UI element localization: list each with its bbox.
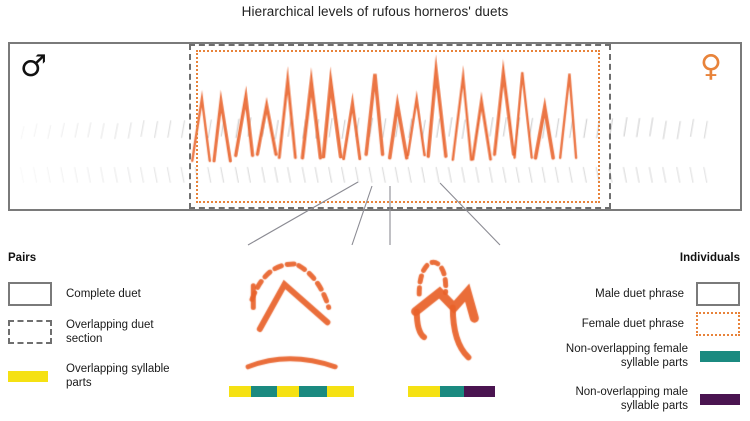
syllable-parts-bar-left — [229, 386, 354, 397]
syllable-detail-left — [226, 248, 356, 397]
legend-item-overlapping-duet-section: Overlapping duet section — [8, 318, 176, 346]
dotted-orange-box-icon — [696, 312, 740, 336]
main-spectrogram-canvas — [10, 44, 740, 209]
legend-item-male-duet-phrase: Male duet phrase — [595, 282, 740, 306]
syllable-segment — [327, 386, 354, 397]
legend-pairs-title: Pairs — [8, 252, 37, 264]
legend-item-female-duet-phrase-label: Female duet phrase — [581, 317, 684, 330]
legend-item-complete-duet-label: Complete duet — [66, 287, 141, 300]
syllable-segment — [440, 386, 464, 397]
syllable-parts-bar-right — [408, 386, 495, 397]
syllable-segment — [229, 386, 251, 397]
legend-item-complete-duet: Complete duet — [8, 282, 141, 306]
legend-item-nonoverlapping-male-label: Non-overlapping male syllable parts — [575, 386, 688, 413]
syllable-detail-right-canvas — [400, 248, 520, 383]
yellow-bar-icon — [8, 370, 48, 382]
syllable-segment — [408, 386, 440, 397]
dashed-gray-box-icon — [8, 320, 52, 345]
syllable-segment — [277, 386, 299, 397]
legend-item-overlapping-syllable-parts-label: Overlapping syllable parts — [66, 363, 170, 390]
legend-item-nonoverlapping-female: Non-overlapping female syllable parts — [538, 342, 740, 370]
syllable-detail-right — [400, 248, 520, 397]
solid-gray-box-icon — [696, 282, 740, 306]
legend-item-nonoverlapping-female-label: Non-overlapping female syllable parts — [565, 343, 688, 370]
syllable-segment — [251, 386, 277, 397]
legend-item-overlapping-syllable-parts: Overlapping syllable parts — [8, 362, 186, 390]
legend-individuals-title: Individuals — [679, 252, 740, 264]
teal-bar-icon — [700, 350, 740, 362]
male-sex-symbol: ♂ — [20, 49, 47, 84]
page-title: Hierarchical levels of rufous horneros' … — [241, 4, 509, 19]
legend-item-female-duet-phrase: Female duet phrase — [582, 312, 740, 336]
solid-gray-box-icon — [8, 282, 52, 306]
legend-item-nonoverlapping-male: Non-overlapping male syllable parts — [538, 385, 740, 413]
purple-bar-icon — [700, 393, 740, 405]
female-sex-symbol: ♀ — [700, 49, 722, 84]
complete-duet-panel: ♂ ♀ — [8, 42, 742, 211]
syllable-segment — [464, 386, 495, 397]
legend-item-male-duet-phrase-label: Male duet phrase — [595, 287, 684, 300]
legend-item-overlapping-duet-section-label: Overlapping duet section — [66, 319, 154, 346]
syllable-detail-left-canvas — [226, 248, 356, 383]
syllable-segment — [299, 386, 327, 397]
